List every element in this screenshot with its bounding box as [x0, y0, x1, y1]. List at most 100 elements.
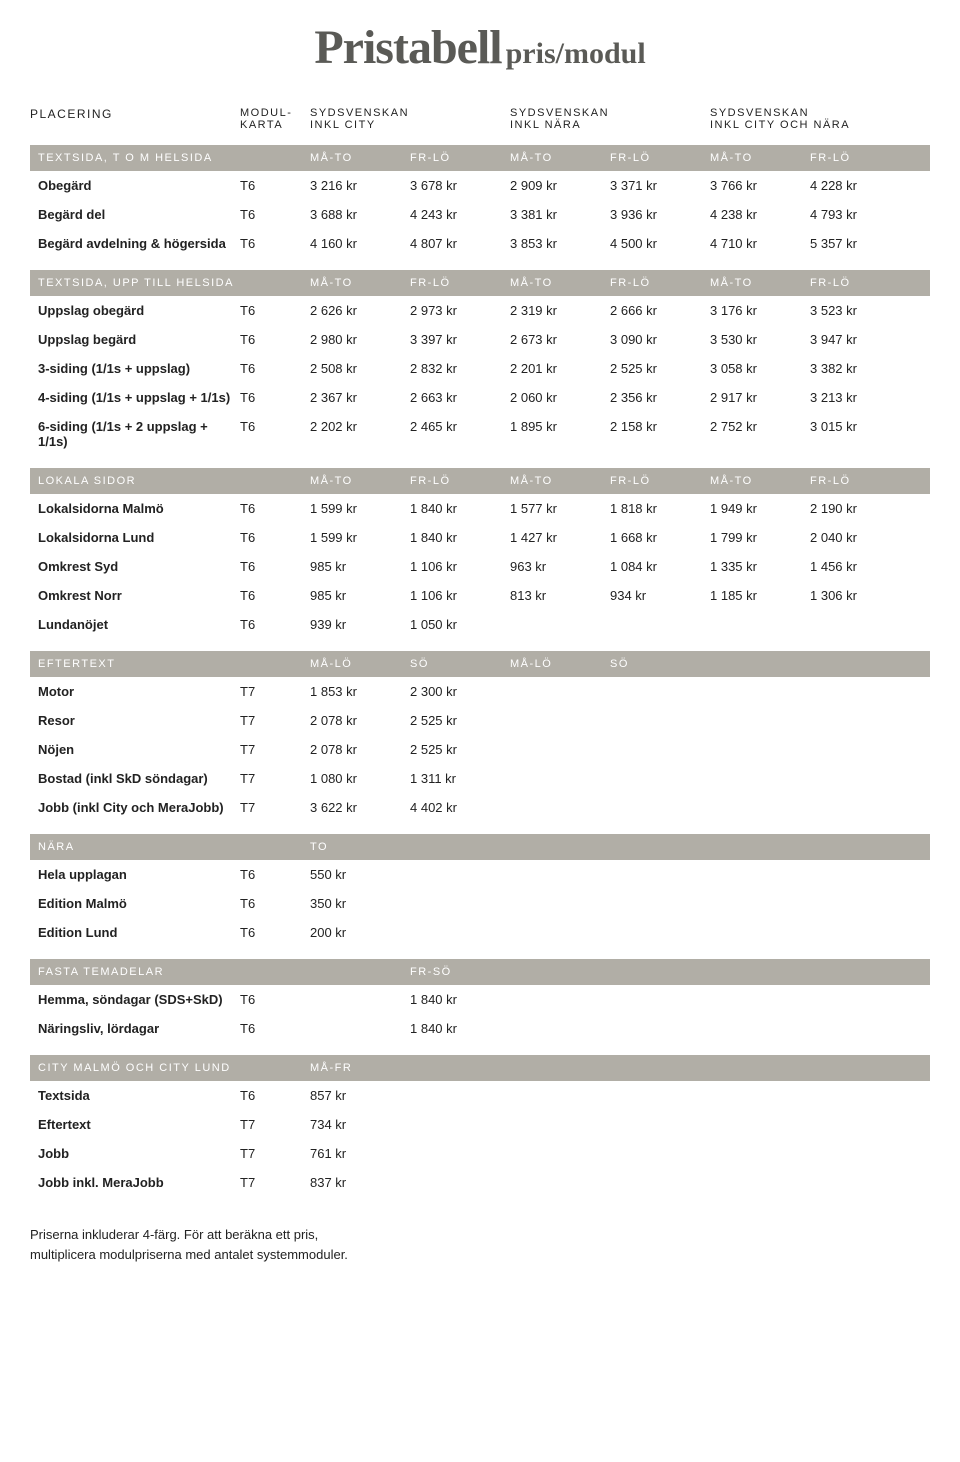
row-cell: T7 [240, 1117, 310, 1132]
row-cell: 761 kr [310, 1146, 410, 1161]
row-cell [410, 896, 510, 911]
row-cell: 3 371 kr [610, 178, 710, 193]
row-cell [510, 771, 610, 786]
section-header-cell [240, 475, 310, 487]
row-cell: 1 084 kr [610, 559, 710, 574]
section-header-cell [240, 152, 310, 164]
row-label: Eftertext [38, 1117, 240, 1132]
row-cell: 2 525 kr [610, 361, 710, 376]
section-header-cell: MÅ-TO [310, 277, 410, 289]
row-cell: T6 [240, 361, 310, 376]
row-label: Jobb [38, 1146, 240, 1161]
row-cell: 1 840 kr [410, 992, 510, 1007]
row-cell: 1 050 kr [410, 617, 510, 632]
row-label: 3-siding (1/1s + uppslag) [38, 361, 240, 376]
section-header-cell: TO [310, 841, 410, 853]
row-cell [710, 684, 810, 699]
row-label: Bostad (inkl SkD söndagar) [38, 771, 240, 786]
row-cell: 2 508 kr [310, 361, 410, 376]
table-row: Jobb inkl. MeraJobbT7837 kr [30, 1168, 930, 1197]
row-cell: T7 [240, 771, 310, 786]
row-cell: 2 626 kr [310, 303, 410, 318]
table-row: 6-siding (1/1s + 2 uppslag + 1/1s)T62 20… [30, 412, 930, 456]
row-cell: 2 917 kr [710, 390, 810, 405]
row-cell: T6 [240, 419, 310, 449]
row-cell: 3 381 kr [510, 207, 610, 222]
section-header-cell: MÅ-TO [510, 152, 610, 164]
section-header-cell: CITY MALMÖ OCH CITY LUND [38, 1062, 240, 1074]
section-header-cell: FR-LÖ [810, 152, 910, 164]
section-header-cell: TEXTSIDA, T O M HELSIDA [38, 152, 240, 164]
table-row: Bostad (inkl SkD söndagar)T71 080 kr1 31… [30, 764, 930, 793]
row-cell: 2 673 kr [510, 332, 610, 347]
row-cell: 1 668 kr [610, 530, 710, 545]
row-cell: 1 427 kr [510, 530, 610, 545]
row-cell: 939 kr [310, 617, 410, 632]
row-cell [710, 617, 810, 632]
row-cell: 3 853 kr [510, 236, 610, 251]
table-row: JobbT7761 kr [30, 1139, 930, 1168]
section-header-cell: MÅ-TO [710, 475, 810, 487]
row-cell [710, 713, 810, 728]
section-header-cell [240, 966, 310, 978]
row-cell: 2 190 kr [810, 501, 910, 516]
row-cell: 3 936 kr [610, 207, 710, 222]
row-label: Hela upplagan [38, 867, 240, 882]
section-header-cell: MÅ-LÖ [310, 658, 410, 670]
row-cell: 2 158 kr [610, 419, 710, 449]
row-label: Edition Lund [38, 925, 240, 940]
row-cell: 3 766 kr [710, 178, 810, 193]
row-cell: T7 [240, 1175, 310, 1190]
row-cell [310, 1021, 410, 1036]
row-cell: 1 840 kr [410, 1021, 510, 1036]
row-cell: 963 kr [510, 559, 610, 574]
row-label: Uppslag begärd [38, 332, 240, 347]
row-cell: 4 793 kr [810, 207, 910, 222]
section-header-cell: EFTERTEXT [38, 658, 240, 670]
row-cell [410, 867, 510, 882]
section-header-cell: FR-SÖ [410, 966, 510, 978]
row-cell [410, 925, 510, 940]
table-row: 3-siding (1/1s + uppslag)T62 508 kr2 832… [30, 354, 930, 383]
section-header-cell: MÅ-TO [510, 475, 610, 487]
section-header-cell: NÄRA [38, 841, 240, 853]
row-cell: 985 kr [310, 559, 410, 574]
row-label: Begärd avdelning & högersida [38, 236, 240, 251]
row-cell: 3 058 kr [710, 361, 810, 376]
section-header-cell: MÅ-TO [510, 277, 610, 289]
row-cell: 2 078 kr [310, 713, 410, 728]
table-row: Begärd avdelning & högersidaT64 160 kr4 … [30, 229, 930, 258]
section-header-cell: TEXTSIDA, UPP TILL HELSIDA [38, 277, 240, 289]
row-cell: T6 [240, 559, 310, 574]
row-cell: T6 [240, 992, 310, 1007]
header-placering: PLACERING [30, 105, 240, 133]
row-cell: 2 319 kr [510, 303, 610, 318]
row-cell: 3 382 kr [810, 361, 910, 376]
row-label: Lokalsidorna Lund [38, 530, 240, 545]
row-label: Edition Malmö [38, 896, 240, 911]
row-cell: T6 [240, 925, 310, 940]
row-cell: T7 [240, 713, 310, 728]
row-cell: 4 500 kr [610, 236, 710, 251]
row-cell [810, 771, 910, 786]
table-row: 4-siding (1/1s + uppslag + 1/1s)T62 367 … [30, 383, 930, 412]
row-cell: 1 456 kr [810, 559, 910, 574]
section-header-cell: FR-LÖ [410, 277, 510, 289]
row-cell: 2 300 kr [410, 684, 510, 699]
table-row: Jobb (inkl City och MeraJobb)T73 622 kr4… [30, 793, 930, 822]
section-header-bar: TEXTSIDA, T O M HELSIDAMÅ-TOFR-LÖMÅ-TOFR… [30, 145, 930, 171]
row-cell: 1 106 kr [410, 588, 510, 603]
section-header-cell [410, 841, 510, 853]
row-cell: 2 666 kr [610, 303, 710, 318]
row-cell: T6 [240, 530, 310, 545]
row-cell: T6 [240, 1088, 310, 1103]
row-cell: 2 525 kr [410, 742, 510, 757]
section-header-cell [240, 277, 310, 289]
section-header-bar: NÄRA TO [30, 834, 930, 860]
section-header-cell: MÅ-FR [310, 1062, 410, 1074]
price-sections: TEXTSIDA, T O M HELSIDAMÅ-TOFR-LÖMÅ-TOFR… [30, 145, 930, 1197]
section-header-cell: SÖ [610, 658, 710, 670]
row-cell: 3 688 kr [310, 207, 410, 222]
row-cell: T6 [240, 867, 310, 882]
header-group-nara: SYDSVENSKAN INKL NÄRA [510, 105, 710, 133]
